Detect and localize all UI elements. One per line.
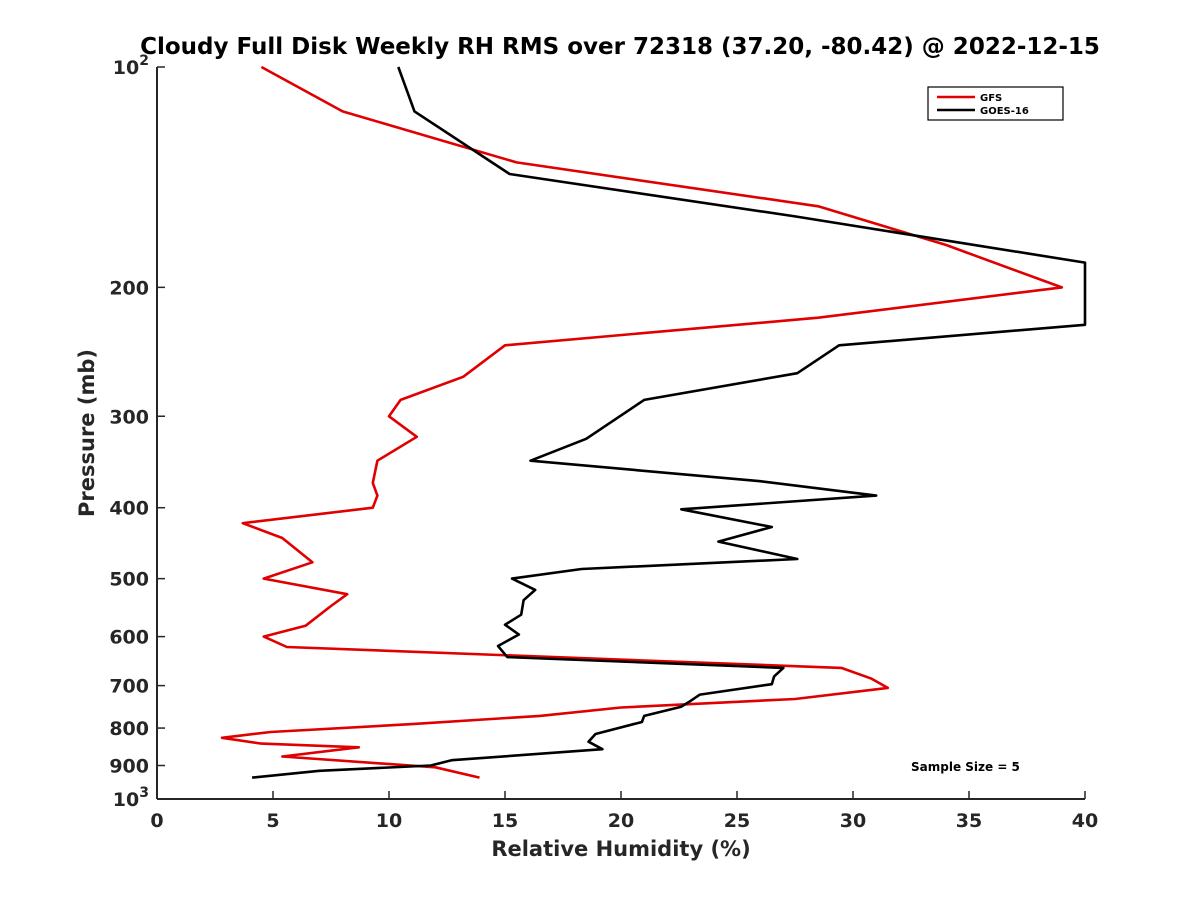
x-tick-label: 25 (724, 810, 750, 832)
x-tick-label: 35 (956, 810, 982, 832)
series-layer (220, 65, 1087, 779)
x-tick-label: 15 (492, 810, 518, 832)
x-tick-label: 20 (608, 810, 634, 832)
x-ticks: 0 5 10 15 20 25 30 35 40 (150, 791, 1098, 832)
y-tick-label: 500 (109, 569, 149, 591)
plot-area: 0 5 10 15 20 25 30 35 40 102 200 300 400 500 600 700 80… (109, 53, 1098, 832)
y-tick-label: 700 (109, 676, 149, 698)
series-line-goes16 (251, 66, 1087, 779)
legend-label-goes16: GOES-16 (980, 106, 1029, 117)
legend-box (927, 86, 1064, 121)
y-axis-label: Pressure (mb) (75, 349, 99, 517)
y-tick-label: 600 (109, 627, 149, 649)
x-tick-label: 5 (266, 810, 279, 832)
y-tick-label: 102 (113, 53, 149, 79)
chart-title: Cloudy Full Disk Weekly RH RMS over 7231… (140, 34, 1100, 60)
y-tick-label: 900 (109, 756, 149, 778)
y-ticks: 102 200 300 400 500 600 700 800 900 103 (109, 53, 165, 811)
x-tick-label: 30 (840, 810, 866, 832)
y-tick-label: 103 (113, 785, 149, 811)
x-tick-label: 0 (150, 810, 163, 832)
legend: GFS GOES-16 (927, 86, 1064, 121)
y-tick-label: 200 (109, 277, 149, 299)
sample-size-annotation: Sample Size = 5 (911, 760, 1020, 774)
x-axis-label: Relative Humidity (%) (491, 837, 750, 861)
x-tick-label: 40 (1072, 810, 1098, 832)
x-tick-label: 10 (376, 810, 402, 832)
series-line-gfs (220, 65, 1064, 779)
legend-label-gfs: GFS (980, 93, 1002, 104)
y-tick-label: 400 (109, 498, 149, 520)
y-tick-label: 300 (109, 406, 149, 428)
y-tick-label: 800 (109, 718, 149, 740)
